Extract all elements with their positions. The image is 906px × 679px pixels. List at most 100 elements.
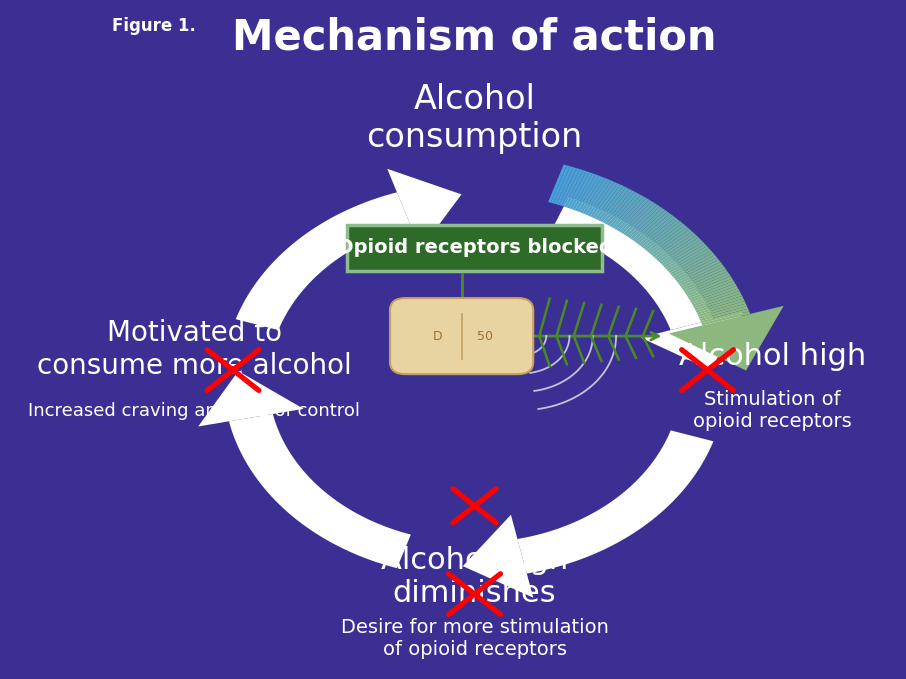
- Polygon shape: [669, 249, 711, 273]
- Polygon shape: [619, 200, 651, 232]
- Polygon shape: [632, 210, 668, 241]
- Polygon shape: [669, 306, 784, 371]
- Polygon shape: [654, 232, 694, 259]
- Polygon shape: [552, 197, 713, 330]
- FancyBboxPatch shape: [347, 225, 602, 271]
- Polygon shape: [587, 181, 614, 217]
- Polygon shape: [646, 223, 685, 252]
- Polygon shape: [644, 221, 682, 251]
- Polygon shape: [683, 272, 729, 292]
- Text: Alcohol high
diminishes: Alcohol high diminishes: [381, 546, 568, 608]
- Polygon shape: [673, 255, 717, 278]
- Polygon shape: [612, 195, 643, 228]
- Polygon shape: [630, 208, 665, 240]
- FancyBboxPatch shape: [390, 298, 534, 374]
- Polygon shape: [656, 234, 697, 261]
- Polygon shape: [692, 289, 739, 306]
- Polygon shape: [649, 225, 688, 254]
- Polygon shape: [551, 166, 570, 204]
- Polygon shape: [580, 177, 605, 213]
- Polygon shape: [387, 169, 461, 249]
- Polygon shape: [686, 276, 732, 296]
- Polygon shape: [680, 267, 726, 289]
- Polygon shape: [697, 299, 745, 315]
- Polygon shape: [667, 246, 709, 271]
- Polygon shape: [696, 296, 744, 313]
- Text: Figure 1.: Figure 1.: [112, 17, 196, 35]
- Polygon shape: [590, 182, 617, 217]
- Polygon shape: [639, 215, 675, 246]
- Polygon shape: [517, 430, 713, 574]
- Polygon shape: [229, 414, 410, 568]
- Text: Alcohol high: Alcohol high: [679, 342, 866, 371]
- Polygon shape: [463, 515, 534, 598]
- Polygon shape: [556, 167, 576, 205]
- Polygon shape: [604, 190, 635, 225]
- Polygon shape: [198, 371, 304, 426]
- Text: Mechanism of action: Mechanism of action: [232, 17, 717, 59]
- Polygon shape: [675, 257, 718, 280]
- Polygon shape: [660, 238, 700, 264]
- Polygon shape: [680, 264, 724, 287]
- Polygon shape: [670, 251, 713, 275]
- Polygon shape: [699, 304, 747, 319]
- Polygon shape: [614, 196, 646, 230]
- Polygon shape: [641, 217, 678, 247]
- Text: 50: 50: [477, 329, 493, 343]
- Polygon shape: [678, 262, 722, 285]
- Polygon shape: [625, 205, 660, 237]
- Polygon shape: [548, 164, 567, 203]
- Polygon shape: [236, 192, 410, 330]
- Polygon shape: [693, 291, 741, 308]
- Text: Alcohol
consumption: Alcohol consumption: [366, 84, 583, 154]
- Polygon shape: [559, 168, 580, 206]
- Polygon shape: [623, 203, 657, 235]
- Polygon shape: [642, 219, 680, 249]
- Polygon shape: [600, 187, 629, 222]
- Polygon shape: [554, 166, 573, 204]
- Polygon shape: [663, 242, 705, 268]
- Polygon shape: [689, 281, 736, 300]
- Polygon shape: [661, 240, 703, 266]
- Polygon shape: [685, 274, 730, 294]
- Text: Motivated to
consume more alcohol: Motivated to consume more alcohol: [37, 320, 352, 380]
- Polygon shape: [641, 312, 743, 370]
- Polygon shape: [695, 293, 742, 310]
- Text: Stimulation of
opioid receptors: Stimulation of opioid receptors: [693, 390, 852, 431]
- Polygon shape: [665, 244, 707, 270]
- Polygon shape: [651, 227, 689, 255]
- Polygon shape: [628, 206, 662, 238]
- Polygon shape: [658, 236, 699, 262]
- Polygon shape: [671, 253, 715, 277]
- Text: Opioid receptors blocked: Opioid receptors blocked: [337, 238, 612, 257]
- Polygon shape: [602, 189, 632, 223]
- Polygon shape: [567, 171, 590, 208]
- Polygon shape: [652, 230, 692, 257]
- Polygon shape: [636, 214, 673, 244]
- Text: Desire for more stimulation
of opioid receptors: Desire for more stimulation of opioid re…: [341, 618, 609, 659]
- Polygon shape: [699, 306, 748, 321]
- Polygon shape: [690, 284, 737, 302]
- Polygon shape: [562, 169, 583, 206]
- Polygon shape: [583, 178, 608, 214]
- Polygon shape: [573, 173, 596, 210]
- Polygon shape: [577, 176, 602, 212]
- Polygon shape: [595, 185, 623, 220]
- Polygon shape: [564, 170, 586, 208]
- Polygon shape: [698, 301, 746, 317]
- Polygon shape: [634, 212, 670, 242]
- Polygon shape: [691, 286, 738, 304]
- Polygon shape: [682, 269, 728, 291]
- Text: Increased craving and loss of control: Increased craving and loss of control: [28, 402, 360, 420]
- Text: D: D: [433, 329, 443, 343]
- Polygon shape: [688, 278, 734, 298]
- Polygon shape: [610, 194, 641, 227]
- Polygon shape: [597, 186, 626, 221]
- Polygon shape: [593, 183, 621, 219]
- Polygon shape: [585, 179, 612, 215]
- Polygon shape: [621, 202, 654, 234]
- Polygon shape: [570, 172, 593, 209]
- Polygon shape: [607, 191, 638, 226]
- Polygon shape: [616, 198, 649, 231]
- Polygon shape: [700, 309, 749, 323]
